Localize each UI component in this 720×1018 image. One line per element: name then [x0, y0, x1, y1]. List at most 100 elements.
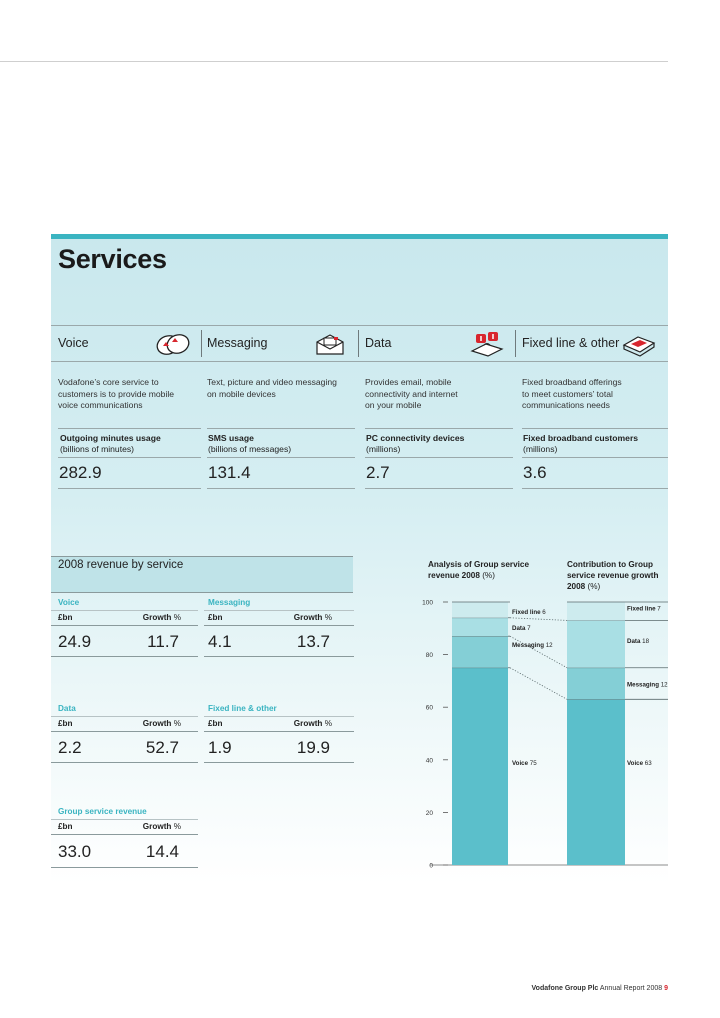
- revenue-rule: [51, 656, 198, 657]
- revenue-rule: [204, 762, 354, 763]
- metric-value-voice: 282.9: [59, 463, 102, 482]
- metric-top-rule: [207, 428, 355, 429]
- revenue-rule: [204, 656, 354, 657]
- service-divider: [358, 330, 359, 357]
- data-label: Data 18: [627, 638, 650, 645]
- revenue-rule: [51, 625, 198, 626]
- chart-title-left: Analysis of Group service revenue 2008 (…: [428, 560, 530, 580]
- col-growth: Growth %: [142, 719, 181, 728]
- y-tick-label: 40: [426, 757, 434, 764]
- connector-line: [509, 617, 568, 621]
- revenue-rule: [204, 716, 354, 717]
- service-desc-fixed-line: Fixed broadband offerings to meet custome…: [522, 377, 622, 410]
- revenue-category-data: Data: [58, 704, 76, 713]
- router-icon: [621, 332, 657, 363]
- revenue-bn-messaging: 4.1: [208, 632, 232, 651]
- metric-label-fixed-line: Fixed broadband customers (millions): [523, 433, 639, 454]
- top-rule: [0, 61, 668, 62]
- revenue-heading: 2008 revenue by service: [58, 559, 184, 571]
- metric-mid-rule: [58, 457, 201, 458]
- revenue-growth-group: 14.4: [145, 842, 179, 861]
- service-name-data: Data: [365, 336, 392, 350]
- col-currency: £bn: [208, 719, 223, 728]
- connector-line: [509, 667, 568, 700]
- metric-value-data: 2.7: [366, 463, 390, 482]
- col-currency: £bn: [58, 613, 73, 622]
- data-label: Data 7: [512, 625, 531, 632]
- data-label: Fixed line 6: [512, 609, 546, 616]
- service-name-voice: Voice: [58, 336, 89, 350]
- data-label: Voice 63: [627, 760, 652, 767]
- revenue-rule: [204, 625, 354, 626]
- revenue-category-voice: Voice: [58, 598, 80, 607]
- revenue-rule: [51, 716, 198, 717]
- data-label: Messaging 12: [627, 682, 668, 689]
- revenue-rule: [51, 819, 198, 820]
- service-divider: [515, 330, 516, 357]
- revenue-rule: [51, 610, 198, 611]
- bar-segment-data: [567, 620, 625, 668]
- revenue-rule: [204, 731, 354, 732]
- revenue-bn-fixed-line: 1.9: [208, 738, 232, 757]
- bar-segment-messaging: [452, 636, 508, 668]
- revenue-rule: [51, 834, 198, 835]
- data-label: Fixed line 7: [627, 605, 661, 612]
- metric-value-messaging: 131.4: [208, 463, 251, 482]
- revenue-growth-data: 52.7: [145, 738, 179, 757]
- bar-segment-messaging: [567, 667, 625, 700]
- revenue-growth-voice: 11.7: [147, 632, 179, 651]
- page-footer: Vodafone Group Plc Annual Report 2008 9: [531, 985, 668, 992]
- revenue-bn-group: 33.0: [58, 842, 92, 861]
- revenue-bn-data: 2.2: [58, 738, 82, 757]
- service-divider: [201, 330, 202, 357]
- metric-label-data: PC connectivity devices (millions): [366, 433, 465, 454]
- col-currency: £bn: [58, 719, 73, 728]
- bar-segment-data: [452, 617, 508, 637]
- page-title: Services: [58, 244, 167, 274]
- metric-top-rule: [522, 428, 668, 429]
- chart-title-right: Contribution to Group service revenue gr…: [567, 560, 659, 591]
- metric-bottom-rule: [522, 488, 668, 489]
- col-growth: Growth %: [142, 613, 181, 622]
- revenue-rule: [51, 867, 198, 868]
- y-tick-label: 80: [426, 652, 434, 659]
- service-desc-messaging: Text, picture and video messaging on mobi…: [207, 377, 337, 399]
- revenue-category-fixed-line: Fixed line & other: [208, 704, 277, 713]
- service-desc-voice: Vodafone’s core service to customers is t…: [58, 377, 175, 410]
- revenue-growth-messaging: 13.7: [296, 632, 330, 651]
- y-tick-label: 60: [426, 705, 434, 712]
- revenue-category-group: Group service revenue: [58, 807, 147, 816]
- col-growth: Growth %: [293, 719, 332, 728]
- metric-value-fixed-line: 3.6: [523, 463, 547, 482]
- metric-bottom-rule: [365, 488, 513, 489]
- metric-label-messaging: SMS usage (billions of messages): [208, 433, 292, 454]
- metric-mid-rule: [365, 457, 513, 458]
- y-tick-label: 100: [422, 600, 433, 607]
- service-desc-data: Provides email, mobile connectivity and i…: [365, 377, 458, 410]
- metric-bottom-rule: [207, 488, 355, 489]
- service-name-fixed-line: Fixed line & other: [522, 336, 620, 350]
- col-growth: Growth %: [293, 613, 332, 622]
- bar-segment-fixed-line: [452, 602, 508, 618]
- revenue-category-messaging: Messaging: [208, 598, 251, 607]
- panel-accent-bar: [51, 234, 668, 239]
- speech-bubbles-icon: [154, 332, 192, 363]
- laptop-connect-icon: [468, 331, 506, 362]
- metric-mid-rule: [207, 457, 355, 458]
- y-tick-label: 20: [426, 810, 434, 817]
- revenue-growth-fixed-line: 19.9: [296, 738, 330, 757]
- col-currency: £bn: [58, 822, 73, 831]
- col-growth: Growth %: [142, 822, 181, 831]
- bar-segment-fixed-line: [567, 602, 625, 621]
- col-currency: £bn: [208, 613, 223, 622]
- connector-line: [509, 635, 568, 669]
- service-name-messaging: Messaging: [207, 336, 268, 350]
- data-label: Voice 75: [512, 760, 537, 767]
- services-top-rule: [51, 325, 668, 326]
- revenue-rule: [51, 762, 198, 763]
- revenue-chart: 0 20 40 60 80 100 Voice 75 Voice 63 Messaging 12…: [422, 600, 668, 870]
- services-bottom-rule: [51, 361, 668, 362]
- envelope-icon: [314, 333, 346, 362]
- revenue-heading-bar: 2008 revenue by service: [51, 556, 353, 593]
- metric-top-rule: [365, 428, 513, 429]
